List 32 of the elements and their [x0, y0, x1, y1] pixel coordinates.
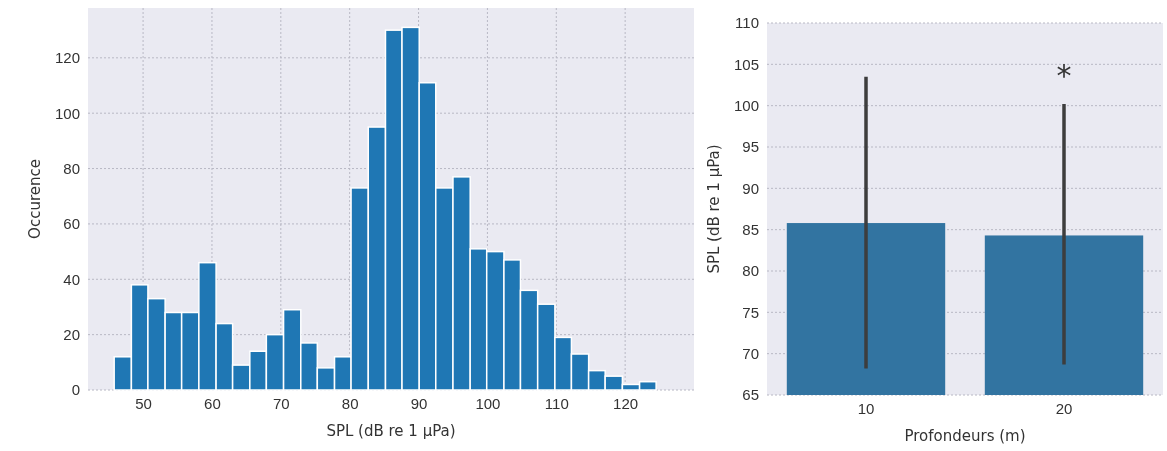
y-tick-label: 90 [742, 179, 759, 197]
y-tick-label: 80 [742, 262, 759, 280]
x-tick-label: 100 [475, 394, 501, 412]
y-tick-label: 100 [54, 104, 80, 122]
y-tick-label: 120 [54, 49, 80, 67]
x-tick-label: 90 [410, 394, 428, 412]
x-tick-label: 50 [135, 394, 152, 412]
y-tick-label: 65 [742, 386, 759, 404]
x-tick-label: 80 [341, 394, 359, 412]
x-axis-title: Profondeurs (m) [904, 427, 1026, 445]
y-tick-label: 75 [742, 303, 759, 321]
x-tick-label: 20 [1055, 399, 1073, 417]
y-tick-label: 20 [63, 325, 80, 343]
y-tick-label: 70 [742, 344, 759, 362]
y-axis-title: SPL (dB re 1 µPa) [705, 144, 723, 274]
y-tick-label: 80 [63, 159, 80, 177]
x-tick-label: 120 [613, 394, 639, 412]
y-tick-label: 40 [63, 270, 80, 288]
y-tick-label: 60 [63, 215, 80, 233]
x-tick-label: 110 [544, 394, 569, 412]
y-tick-label: 0 [71, 381, 80, 399]
x-axis-title: SPL (dB re 1 µPa) [326, 422, 456, 440]
y-tick-label: 105 [733, 55, 759, 73]
y-tick-label: 100 [733, 96, 759, 114]
x-tick-label: 10 [857, 399, 875, 417]
y-tick-label: 95 [742, 138, 759, 156]
x-tick-label: 70 [272, 394, 290, 412]
y-axis-title: Occurence [26, 159, 44, 239]
y-tick-label: 85 [742, 220, 759, 238]
annotation: * [1056, 58, 1072, 94]
y-tick-label: 110 [735, 14, 759, 32]
x-tick-label: 60 [204, 394, 221, 412]
